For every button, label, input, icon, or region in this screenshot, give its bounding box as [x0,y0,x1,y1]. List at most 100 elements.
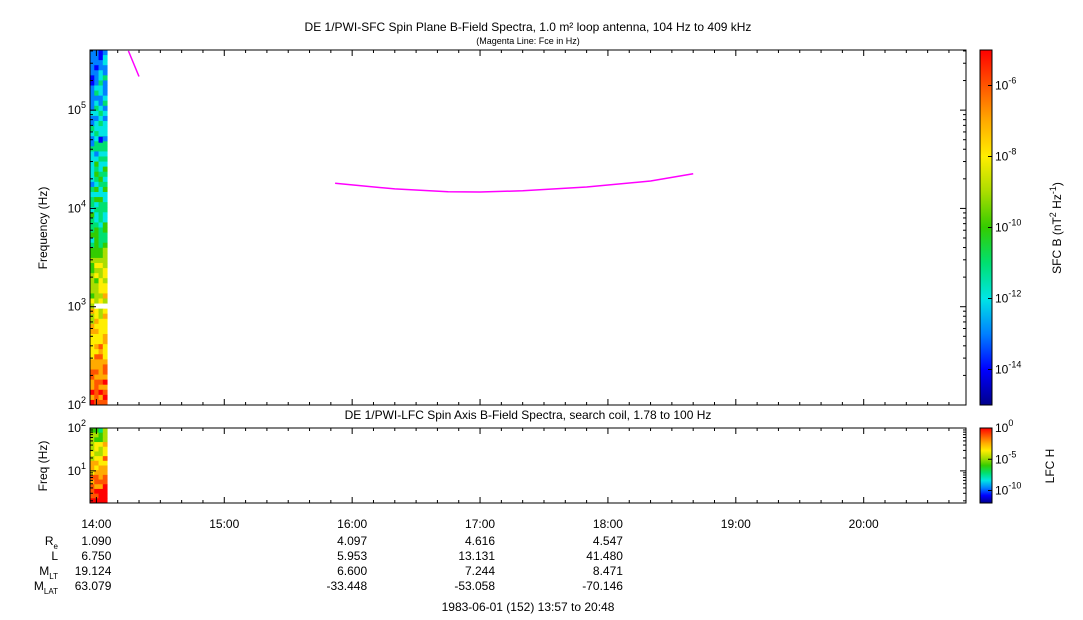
sfc-cell [90,100,95,107]
sfc-cell [102,207,108,213]
ephemeris-row-label: MLT [39,564,58,581]
sfc-cell [94,349,100,355]
sfc-cell [94,364,100,370]
sfc-cell [94,60,100,66]
sfc-cell [102,80,108,86]
y-tick-label: 103 [68,297,86,314]
sfc-cell [98,369,104,376]
sfc-cell [94,334,100,340]
sfc-cell [90,75,95,81]
sfc-cell [94,313,100,320]
sfc-cell [98,354,104,360]
sfc-cell [98,181,104,188]
x-tick-label: 18:00 [593,517,623,531]
lfc-cell [102,442,108,448]
sfc-cell [90,115,95,122]
lfc-cell [90,437,95,443]
sfc-cell [98,75,104,81]
top-panel-title: DE 1/PWI-SFC Spin Plane B-Field Spectra,… [305,20,752,34]
x-tick-label: 20:00 [849,517,879,531]
sfc-cell [90,181,95,188]
sfc-cell [94,181,100,188]
sfc-cell [90,192,95,198]
sfc-cell [98,50,104,56]
sfc-cell [90,384,95,391]
sfc-cell [94,273,100,279]
sfc-cell [102,247,108,254]
sfc-cell [98,308,104,315]
sfc-cell [90,95,95,102]
sfc-cell [94,126,100,132]
y-tick-label: 104 [68,198,86,215]
sfc-cell [102,308,108,315]
sfc-cell [90,252,95,259]
ephemeris-value: 4.097 [337,534,367,548]
sfc-cell [98,394,104,401]
sfc-cell [98,232,104,239]
sfc-cell [94,65,100,71]
sfc-cell [102,313,108,320]
sfc-cell [94,131,100,137]
lfc-cell [102,465,108,471]
sfc-cell [102,344,108,350]
sfc-cell [98,171,104,178]
sfc-cell [98,257,104,264]
sfc-cell [94,141,100,147]
lfc-cell [94,432,100,438]
ephemeris-value: 1.090 [81,534,111,548]
top-panel-subtitle: (Magenta Line: Fce in Hz) [476,36,580,46]
sfc-cell [90,141,95,147]
sfc-cell [102,85,108,92]
lfc-cell [102,498,108,504]
sfc-cell [94,207,100,213]
sfc-cell [102,323,108,330]
sfc-cell [98,323,104,330]
sfc-cell [98,283,104,289]
sfc-cell [102,252,108,259]
ephemeris-table: Re 1.090 4.097 4.616 4.547 L 6.750 5.953 13.131 4… [34,534,623,596]
sfc-cell [102,303,108,310]
sfc-cell [94,318,100,325]
sfc-cell [98,126,104,132]
lfc-colorbar-label: LFC H [1043,449,1057,484]
sfc-cell [98,141,104,147]
sfc-cell [94,374,100,381]
sfc-cell [94,339,100,345]
y-tick-label: 105 [68,100,86,117]
sfc-cell [102,181,108,188]
sfc-cell [90,374,95,381]
sfc-cell [98,166,104,173]
lfc-cell [98,437,104,443]
sfc-cell [98,146,104,152]
sfc-cell [94,263,100,269]
sfc-cell [90,394,95,401]
sfc-cell [90,85,95,92]
sfc-cell [102,171,108,178]
sfc-cell [102,222,108,228]
sfc-cell [98,65,104,71]
sfc-cell [94,136,100,142]
sfc-cell [94,344,100,350]
sfc-cell [90,70,95,76]
sfc-cell [94,110,100,117]
sfc-cell [98,349,104,355]
sfc-cell [98,288,104,294]
lfc-cell [90,488,95,495]
sfc-cell [90,161,95,168]
sfc-cell [94,369,100,376]
lfc-cell [98,484,104,490]
lfc-spectrogram-panel: 101 102 Freq (Hz) [36,418,967,504]
lfc-cell [102,456,108,462]
sfc-cell [90,242,95,249]
sfc-cell [94,359,100,365]
sfc-cell [94,75,100,81]
sfc-cell [98,303,104,310]
sfc-cell [98,100,104,107]
lfc-cell [90,460,95,466]
sfc-cell [94,100,100,107]
sfc-cell [90,176,95,183]
sfc-cell [90,293,95,299]
lfc-cell [98,474,104,481]
sfc-cell [98,227,104,234]
time-range-footer: 1983-06-01 (152) 13:57 to 20:48 [442,600,615,614]
